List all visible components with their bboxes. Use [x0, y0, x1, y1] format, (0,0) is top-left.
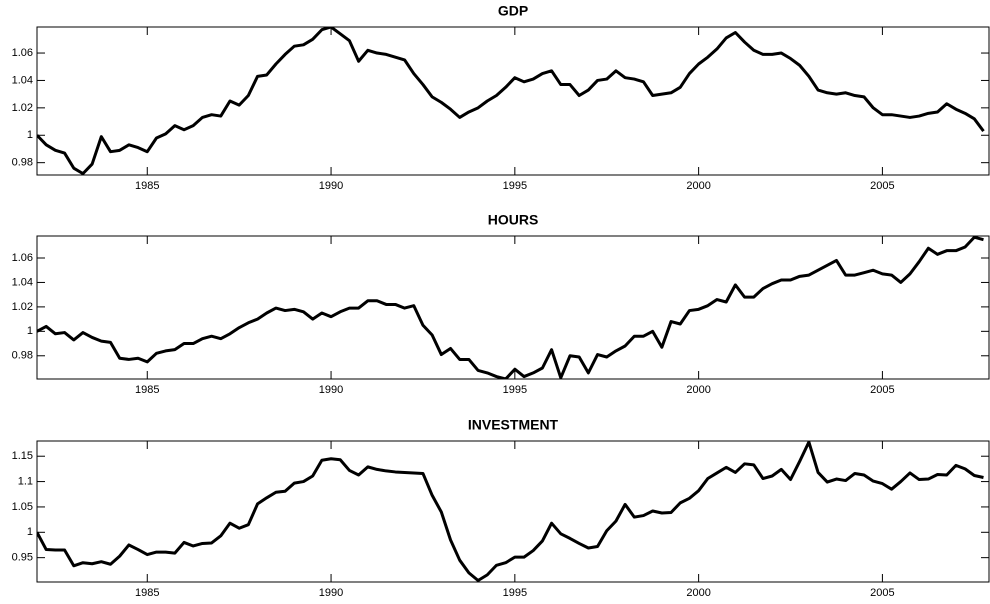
y-tick-label: 1 [27, 325, 33, 337]
x-tick-label: 2005 [870, 384, 894, 396]
y-tick-label: 1.04 [12, 276, 33, 288]
y-tick-label: 1.04 [12, 74, 33, 86]
x-tick-label: 1990 [319, 180, 343, 192]
axes-frame [36, 26, 990, 176]
y-tick-label: 1.02 [12, 301, 33, 313]
axes-frame [36, 440, 990, 583]
line [37, 236, 984, 379]
x-tick-label: 2005 [870, 180, 894, 192]
line [37, 441, 984, 582]
x-tick-label: 1995 [503, 384, 527, 396]
y-tick-label: 1.02 [12, 102, 33, 114]
y-tick-label: 0.95 [12, 552, 33, 564]
y-tick-label: 1 [27, 129, 33, 141]
y-tick-label: 1.1 [18, 475, 33, 487]
x-tick-label: 1985 [135, 587, 159, 599]
line [37, 27, 985, 175]
x-tick-label: 2000 [686, 384, 710, 396]
x-tick-label: 1995 [503, 180, 527, 192]
x-tick-label: 1985 [135, 180, 159, 192]
x-tick-label: 1990 [319, 587, 343, 599]
x-tick-label: 2000 [686, 587, 710, 599]
x-tick-label: 2005 [870, 587, 894, 599]
y-tick-label: 1.15 [12, 450, 33, 462]
x-tick-label: 2000 [686, 180, 710, 192]
y-tick-label: 1.06 [12, 47, 33, 59]
x-tick-label: 1995 [503, 587, 527, 599]
y-tick-label: 1.06 [12, 252, 33, 264]
axes-frame [36, 235, 990, 380]
y-tick-label: 0.98 [12, 157, 33, 169]
y-tick-label: 1.05 [12, 501, 33, 513]
y-tick-label: 1 [27, 526, 33, 538]
y-tick-label: 0.98 [12, 350, 33, 362]
chart-title: INVESTMENT [468, 417, 559, 433]
x-tick-label: 1985 [135, 384, 159, 396]
chart-title: HOURS [488, 212, 539, 228]
x-tick-label: 1990 [319, 384, 343, 396]
chart-title: GDP [498, 3, 528, 19]
